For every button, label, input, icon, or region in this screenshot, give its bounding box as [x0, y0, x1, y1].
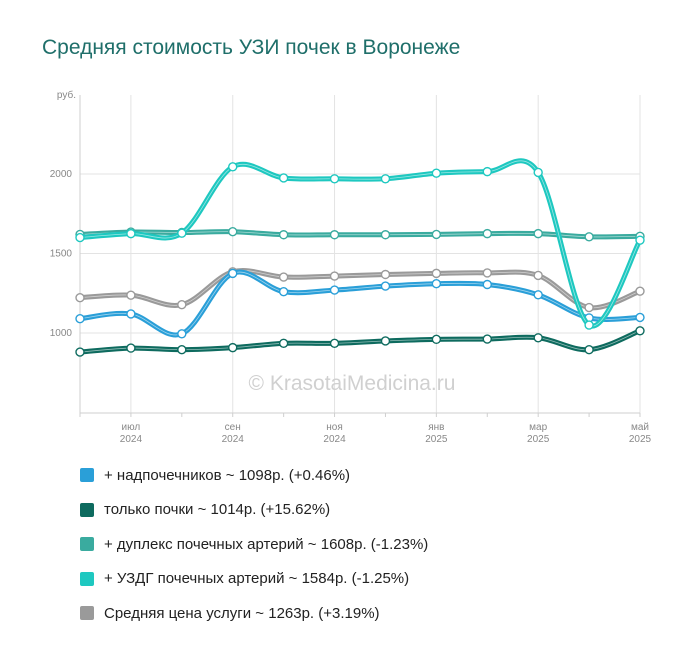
- x-tick-label-month: мар: [529, 422, 547, 433]
- chart-title: Средняя стоимость УЗИ почек в Воронеже: [42, 36, 461, 59]
- data-point[interactable]: [533, 333, 543, 343]
- series-1: [75, 326, 645, 357]
- data-point[interactable]: [482, 334, 492, 344]
- data-point[interactable]: [584, 302, 594, 313]
- data-point[interactable]: [380, 269, 391, 280]
- data-point[interactable]: [228, 268, 238, 279]
- x-tick-label-year: 2025: [629, 434, 652, 445]
- x-tick-label-month: янв: [428, 422, 444, 433]
- legend-item[interactable]: Средняя цена услуги ~ 1263р. (+3.19%): [80, 596, 680, 631]
- data-point[interactable]: [482, 228, 492, 239]
- x-tick-label-year: 2024: [222, 434, 245, 445]
- legend-label: + дуплекс почечных артерий ~ 1608р. (-1.…: [104, 535, 429, 553]
- legend-label: только почки ~ 1014р. (+15.62%): [104, 501, 331, 519]
- data-point[interactable]: [75, 293, 85, 303]
- data-point[interactable]: [380, 281, 391, 291]
- x-tick-label-year: 2024: [323, 434, 346, 445]
- data-point[interactable]: [584, 320, 594, 330]
- data-point[interactable]: [75, 347, 85, 357]
- data-point[interactable]: [482, 166, 492, 177]
- data-point[interactable]: [177, 344, 187, 355]
- data-point[interactable]: [329, 338, 340, 349]
- data-point[interactable]: [584, 232, 594, 242]
- data-point[interactable]: [329, 174, 340, 184]
- watermark-text: © KrasotaiMedicina.ru: [249, 372, 456, 395]
- legend-swatch: [80, 537, 94, 552]
- legend-item[interactable]: + дуплекс почечных артерий ~ 1608р. (-1.…: [80, 527, 680, 562]
- legend-swatch: [80, 606, 94, 621]
- data-point[interactable]: [126, 343, 136, 353]
- data-point[interactable]: [635, 235, 645, 245]
- legend-item[interactable]: только почки ~ 1014р. (+15.62%): [80, 493, 680, 528]
- data-point[interactable]: [533, 228, 543, 239]
- data-point[interactable]: [380, 174, 391, 184]
- data-point[interactable]: [329, 285, 340, 295]
- x-tick-label-month: сен: [225, 422, 241, 433]
- data-point[interactable]: [126, 228, 136, 239]
- series-3: [75, 158, 645, 330]
- data-point[interactable]: [584, 344, 594, 355]
- data-point[interactable]: [278, 272, 289, 282]
- chart-grid: [79, 95, 641, 417]
- data-point[interactable]: [329, 230, 340, 240]
- x-tick-label-year: 2025: [527, 434, 550, 445]
- legend-item[interactable]: + надпочечников ~ 1098р. (+0.46%): [80, 458, 680, 493]
- data-point[interactable]: [278, 338, 289, 349]
- data-point[interactable]: [635, 286, 645, 296]
- y-tick-label: 2000: [50, 169, 73, 180]
- y-axis-label: руб.: [57, 89, 76, 101]
- data-point[interactable]: [482, 279, 492, 290]
- data-point[interactable]: [278, 230, 289, 240]
- series-lines: [75, 158, 645, 357]
- legend-swatch: [80, 571, 94, 586]
- data-point[interactable]: [228, 227, 238, 237]
- data-point[interactable]: [278, 286, 289, 297]
- legend-swatch: [80, 468, 94, 483]
- data-point[interactable]: [431, 334, 442, 345]
- y-tick-label: 1000: [50, 328, 73, 339]
- data-point[interactable]: [380, 230, 391, 240]
- x-tick-label-month: май: [631, 422, 649, 433]
- data-point[interactable]: [533, 167, 543, 178]
- y-tick-label: 1500: [50, 249, 73, 260]
- data-point[interactable]: [431, 168, 442, 178]
- data-point[interactable]: [75, 313, 85, 324]
- data-point[interactable]: [126, 309, 136, 319]
- data-point[interactable]: [75, 232, 85, 243]
- data-point[interactable]: [635, 312, 645, 323]
- x-tick-label-month: июл: [122, 422, 141, 433]
- data-point[interactable]: [278, 173, 289, 183]
- x-tick-label-year: 2025: [425, 434, 448, 445]
- x-tick-label-year: 2024: [120, 434, 143, 445]
- data-point[interactable]: [482, 268, 492, 278]
- data-point[interactable]: [228, 342, 238, 353]
- series-4: [75, 267, 645, 313]
- legend-label: Средняя цена услуги ~ 1263р. (+3.19%): [104, 604, 380, 622]
- series-0: [75, 268, 645, 339]
- x-tick-label-month: ноя: [326, 422, 343, 433]
- data-point[interactable]: [329, 271, 340, 281]
- data-point[interactable]: [635, 326, 645, 336]
- data-point[interactable]: [533, 290, 543, 300]
- x-ticks: июл2024сен2024ноя2024янв2025мар2025май20…: [120, 422, 652, 445]
- data-point[interactable]: [177, 329, 187, 339]
- y-ticks: 1000 1500 2000: [50, 169, 73, 339]
- data-point[interactable]: [431, 229, 442, 240]
- data-point[interactable]: [177, 299, 187, 310]
- legend-label: + надпочечников ~ 1098р. (+0.46%): [104, 466, 351, 484]
- data-point[interactable]: [533, 270, 543, 281]
- legend-item[interactable]: + УЗДГ почечных артерий ~ 1584р. (-1.25%…: [80, 562, 680, 597]
- legend-swatch: [80, 502, 94, 517]
- data-point[interactable]: [228, 162, 238, 172]
- data-point[interactable]: [177, 228, 187, 238]
- data-point[interactable]: [126, 290, 136, 300]
- data-point[interactable]: [380, 336, 391, 346]
- legend-label: + УЗДГ почечных артерий ~ 1584р. (-1.25%…: [104, 570, 410, 588]
- data-point[interactable]: [431, 279, 442, 289]
- data-point[interactable]: [431, 268, 442, 279]
- chart-legend: + надпочечников ~ 1098р. (+0.46%) только …: [80, 458, 680, 631]
